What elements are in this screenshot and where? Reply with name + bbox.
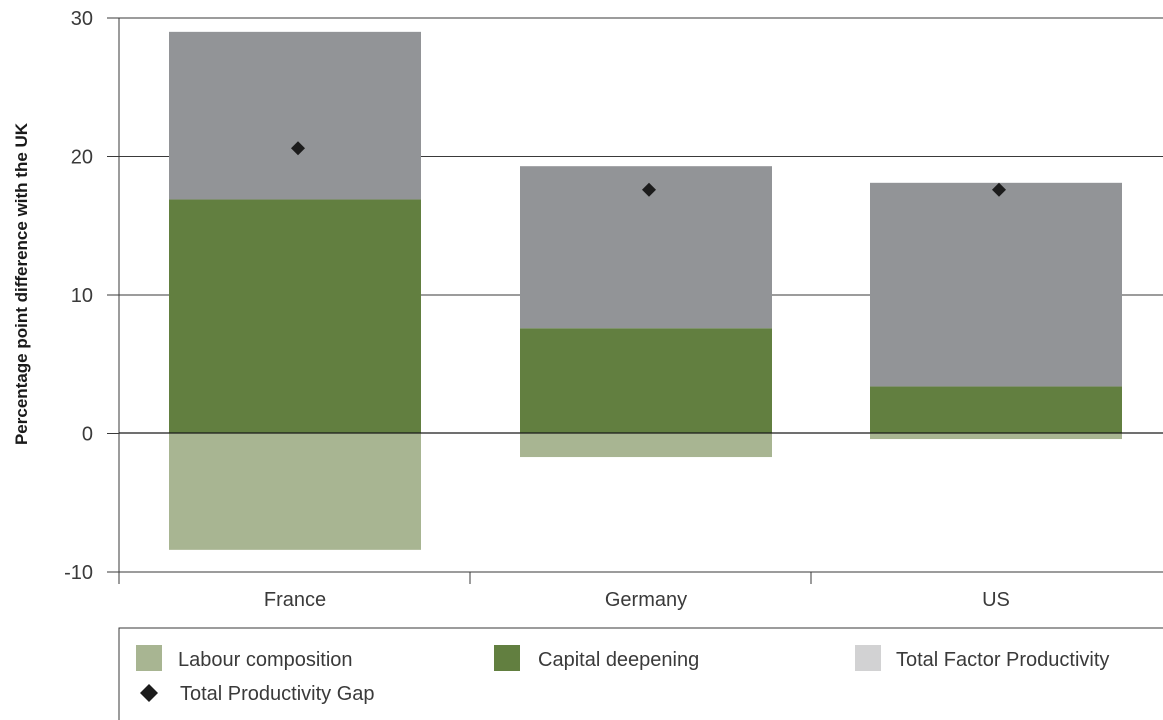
- legend-swatch-capital-deepening: [494, 645, 520, 671]
- x-tick-label-germany: Germany: [605, 589, 687, 611]
- legend-item-labour-composition: Labour composition: [136, 645, 353, 671]
- x-tick-labels: France Germany US: [118, 572, 1010, 611]
- gap-marker-germany: [642, 182, 656, 197]
- legend-swatch-total-factor-productivity: [855, 645, 881, 671]
- y-tick-label: 0: [82, 424, 93, 446]
- gap-markers: [291, 141, 1006, 197]
- bar-germany-labour-composition: [520, 433, 772, 458]
- legend-item-total-productivity-gap: Total Productivity Gap: [140, 683, 375, 705]
- y-tick-label: 30: [71, 8, 93, 30]
- legend-label-total-factor-productivity: Total Factor Productivity: [896, 649, 1109, 671]
- bar-france-capital-deepening: [169, 199, 421, 434]
- gap-marker-us: [992, 182, 1006, 197]
- legend-swatch-labour-composition: [136, 645, 162, 671]
- legend: Labour composition Capital deepening Tot…: [118, 627, 1163, 720]
- bar-germany-capital-deepening: [520, 328, 772, 434]
- legend-label-labour-composition: Labour composition: [178, 649, 353, 671]
- legend-item-capital-deepening: Capital deepening: [494, 645, 699, 671]
- bar-us-labour-composition: [870, 433, 1122, 440]
- axes: [118, 18, 1163, 578]
- legend-label-total-productivity-gap: Total Productivity Gap: [180, 683, 375, 705]
- bar-us-total-factor-productivity: [870, 182, 1122, 387]
- legend-diamond-icon: [140, 684, 158, 702]
- y-tick-label: 20: [71, 147, 93, 169]
- legend-item-total-factor-productivity: Total Factor Productivity: [855, 645, 1109, 671]
- bars: [169, 31, 1122, 550]
- legend-label-capital-deepening: Capital deepening: [538, 649, 699, 671]
- bar-france-total-factor-productivity: [169, 31, 421, 200]
- y-axis-title: Percentage point difference with the UK: [12, 122, 31, 445]
- y-tick-labels: 30 20 10 0 -10: [64, 8, 93, 584]
- legend-frame: [118, 627, 1163, 720]
- x-tick-label-france: France: [264, 589, 326, 611]
- gap-marker-france: [291, 141, 305, 156]
- x-tick-label-us: US: [982, 589, 1010, 611]
- bar-france-labour-composition: [169, 433, 421, 550]
- y-tick-label: 10: [71, 285, 93, 307]
- bar-us-capital-deepening: [870, 386, 1122, 434]
- y-tick-label: -10: [64, 562, 93, 584]
